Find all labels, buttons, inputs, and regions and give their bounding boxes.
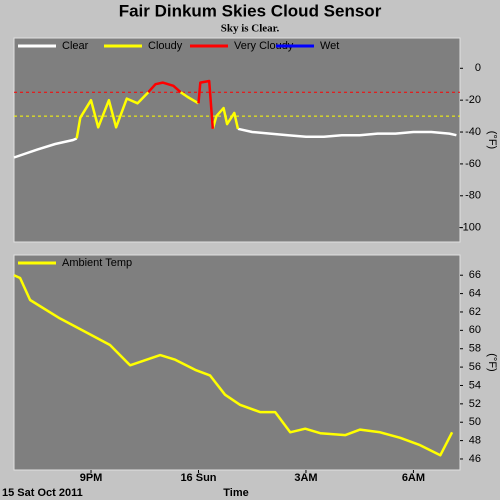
plot-area [13, 254, 461, 471]
legend-label: Ambient Temp [62, 257, 132, 269]
y-axis-label: (°F) [486, 353, 498, 371]
series-line [147, 79, 215, 129]
y-tick-label: 48 [469, 435, 481, 447]
x-tick-label: 16 Sun [180, 472, 216, 484]
date-label: 15 Sat Oct 2011 [2, 487, 83, 499]
y-tick-label: 54 [469, 379, 481, 391]
y-tick-label: 52 [469, 398, 481, 410]
series-line [13, 127, 457, 159]
x-tick-label: 6AM [402, 472, 425, 484]
y-tick-label: 56 [469, 361, 481, 373]
y-tick-label: 46 [469, 453, 481, 465]
y-tick-label: 50 [469, 416, 481, 428]
x-tick-label: 3AM [294, 472, 317, 484]
x-tick-label: 9PM [80, 472, 103, 484]
chart-title: Fair Dinkum Skies Cloud Sensor [119, 1, 382, 20]
y-tick-label: 62 [469, 306, 481, 318]
y-tick-label: -100 [459, 222, 481, 234]
series-line [75, 91, 240, 139]
legend-label: Cloudy [148, 40, 183, 52]
x-axis-label: Time [223, 487, 248, 499]
y-tick-label: 66 [469, 269, 481, 281]
y-tick-label: -60 [465, 158, 481, 170]
y-tick-label: 60 [469, 324, 481, 336]
y-tick-label: 0 [475, 62, 481, 74]
legend-label: Very Cloudy [234, 40, 294, 52]
legend-label: Clear [62, 40, 89, 52]
legend-label: Wet [320, 40, 339, 52]
series-line [13, 274, 454, 457]
y-tick-label: -80 [465, 190, 481, 202]
y-tick-label: 58 [469, 343, 481, 355]
chart-subtitle: Sky is Clear. [221, 23, 280, 35]
y-tick-label: 64 [469, 287, 481, 299]
y-axis-label: (°F) [486, 131, 498, 149]
y-tick-label: -20 [465, 94, 481, 106]
y-tick-label: -40 [465, 126, 481, 138]
plot-area [13, 37, 461, 243]
